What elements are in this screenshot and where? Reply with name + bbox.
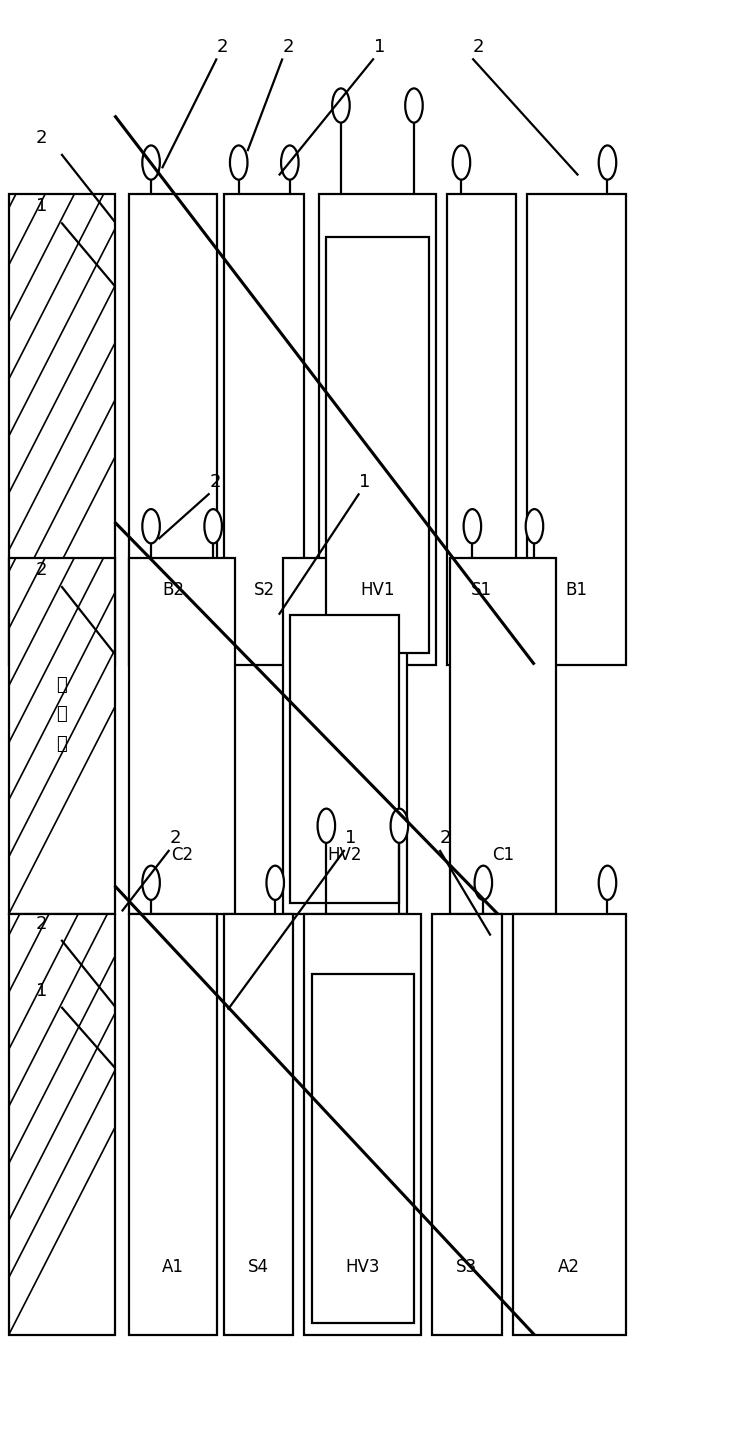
Circle shape: [142, 146, 160, 180]
Text: A2: A2: [558, 1258, 580, 1276]
Circle shape: [281, 146, 298, 180]
Circle shape: [453, 146, 470, 180]
Text: 1: 1: [359, 473, 371, 490]
Text: C1: C1: [493, 846, 515, 865]
Bar: [447, 194, 516, 664]
Bar: [290, 614, 399, 903]
Bar: [432, 915, 501, 1335]
Text: 2: 2: [283, 37, 294, 56]
Text: 2: 2: [36, 562, 48, 579]
Circle shape: [317, 809, 335, 843]
Text: 2: 2: [36, 915, 48, 933]
Text: C2: C2: [171, 846, 194, 865]
Bar: [129, 915, 217, 1335]
Circle shape: [267, 866, 284, 900]
Bar: [512, 915, 626, 1335]
Text: 2: 2: [217, 37, 229, 56]
Text: HV2: HV2: [328, 846, 362, 865]
Text: 1: 1: [345, 829, 356, 847]
Text: S1: S1: [471, 580, 492, 599]
Bar: [282, 557, 407, 915]
Bar: [224, 915, 293, 1335]
Text: B1: B1: [565, 580, 587, 599]
Text: S2: S2: [254, 580, 275, 599]
Text: 1: 1: [36, 197, 47, 216]
Bar: [312, 975, 414, 1323]
Bar: [304, 915, 421, 1335]
Text: 铁
芯
侧: 铁 芯 侧: [56, 676, 67, 753]
Bar: [319, 194, 436, 664]
Text: 2: 2: [210, 473, 221, 490]
Text: 2: 2: [473, 37, 484, 56]
Bar: [451, 557, 556, 915]
Bar: [9, 557, 114, 915]
Circle shape: [205, 509, 222, 543]
Text: S3: S3: [457, 1258, 477, 1276]
Bar: [129, 557, 235, 915]
Text: S4: S4: [248, 1258, 269, 1276]
Text: 2: 2: [169, 829, 181, 847]
Bar: [224, 194, 304, 664]
Text: HV1: HV1: [360, 580, 394, 599]
Text: 1: 1: [374, 37, 386, 56]
Circle shape: [463, 509, 481, 543]
Bar: [527, 194, 626, 664]
Circle shape: [142, 509, 160, 543]
Text: B2: B2: [162, 580, 184, 599]
Circle shape: [391, 809, 408, 843]
Text: HV3: HV3: [345, 1258, 380, 1276]
Text: 2: 2: [36, 129, 48, 147]
Circle shape: [142, 866, 160, 900]
Bar: [129, 194, 217, 664]
Circle shape: [599, 146, 616, 180]
Text: 1: 1: [36, 982, 47, 1000]
Circle shape: [599, 866, 616, 900]
Circle shape: [230, 146, 248, 180]
Text: 2: 2: [440, 829, 451, 847]
Circle shape: [526, 509, 543, 543]
Text: A1: A1: [162, 1258, 184, 1276]
Circle shape: [474, 866, 492, 900]
Bar: [326, 237, 429, 653]
Bar: [9, 915, 114, 1335]
Circle shape: [405, 89, 423, 123]
Bar: [9, 194, 114, 664]
Circle shape: [332, 89, 350, 123]
